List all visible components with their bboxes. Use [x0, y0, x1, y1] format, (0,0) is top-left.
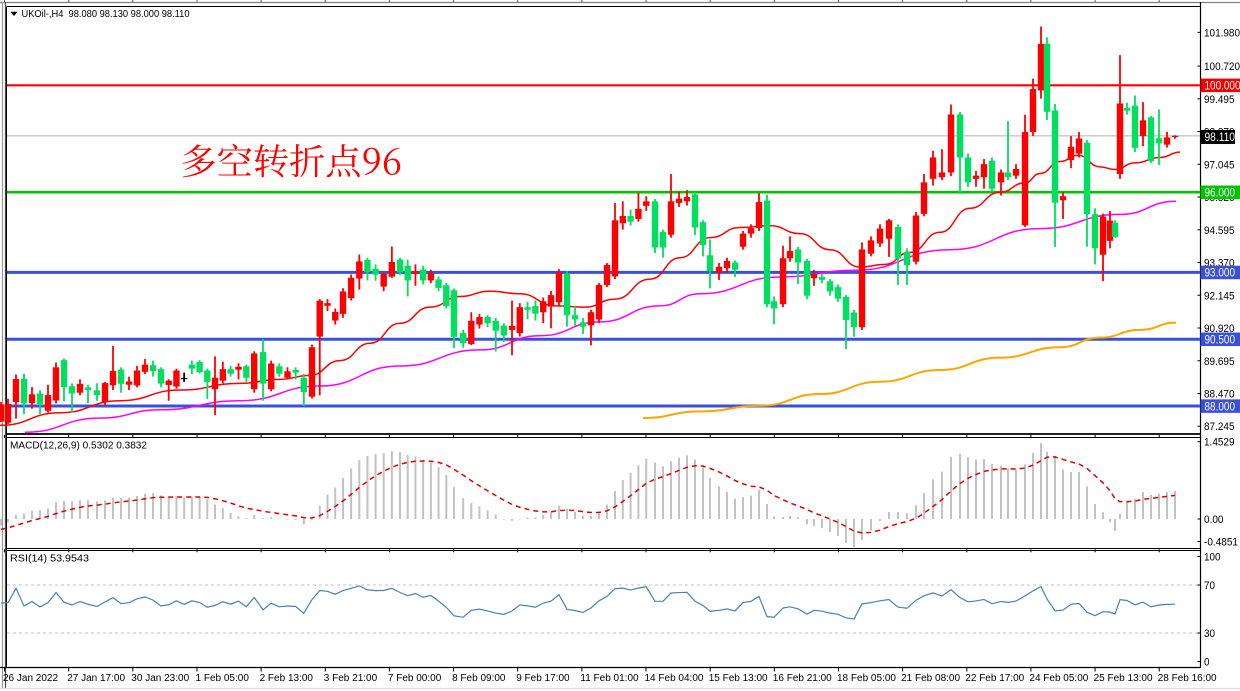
- svg-text:16 Feb 21:00: 16 Feb 21:00: [773, 673, 832, 684]
- svg-text:MACD(12,26,9) 0.5302 0.3832: MACD(12,26,9) 0.5302 0.3832: [10, 441, 147, 452]
- svg-text:94.595: 94.595: [1204, 225, 1235, 237]
- svg-text:0: 0: [1204, 657, 1210, 669]
- svg-text:1 Feb 05:00: 1 Feb 05:00: [196, 673, 250, 684]
- svg-text:87.245: 87.245: [1204, 421, 1235, 433]
- svg-text:-0.4851: -0.4851: [1204, 537, 1238, 549]
- svg-text:22 Feb 17:00: 22 Feb 17:00: [965, 673, 1024, 684]
- svg-text:30: 30: [1204, 628, 1215, 640]
- svg-text:25 Feb 13:00: 25 Feb 13:00: [1094, 673, 1153, 684]
- svg-text:97.045: 97.045: [1204, 159, 1235, 171]
- svg-text:7 Feb 00:00: 7 Feb 00:00: [388, 673, 442, 684]
- svg-text:90.920: 90.920: [1204, 323, 1235, 335]
- svg-text:27 Jan 17:00: 27 Jan 17:00: [67, 673, 125, 684]
- svg-text:15 Feb 13:00: 15 Feb 13:00: [709, 673, 768, 684]
- svg-text:RSI(14) 53.9543: RSI(14) 53.9543: [10, 554, 89, 565]
- svg-text:3 Feb 21:00: 3 Feb 21:00: [324, 673, 378, 684]
- svg-text:30 Jan 23:00: 30 Jan 23:00: [131, 673, 189, 684]
- svg-text:24 Feb 05:00: 24 Feb 05:00: [1029, 673, 1088, 684]
- svg-text:96.000: 96.000: [1205, 188, 1236, 200]
- svg-text:21 Feb 08:00: 21 Feb 08:00: [901, 673, 960, 684]
- svg-text:8 Feb 09:00: 8 Feb 09:00: [452, 673, 506, 684]
- svg-text:89.695: 89.695: [1204, 356, 1235, 368]
- svg-text:28 Feb 16:00: 28 Feb 16:00: [1158, 673, 1217, 684]
- svg-text:100.000: 100.000: [1205, 81, 1240, 93]
- svg-text:90.500: 90.500: [1205, 335, 1236, 347]
- svg-text:UKOil-,H4 98.080 98.130 98.00: UKOil-,H4 98.080 98.130 98.000 98.110: [22, 9, 190, 20]
- svg-text:101.980: 101.980: [1204, 27, 1240, 39]
- svg-text:100: 100: [1204, 552, 1221, 564]
- svg-text:93.000: 93.000: [1205, 268, 1236, 280]
- svg-text:70: 70: [1204, 580, 1215, 592]
- svg-text:88.470: 88.470: [1204, 389, 1235, 401]
- svg-text:0.00: 0.00: [1204, 514, 1224, 526]
- svg-text:11 Feb 01:00: 11 Feb 01:00: [580, 673, 639, 684]
- svg-text:99.495: 99.495: [1204, 94, 1235, 106]
- svg-text:1.4529: 1.4529: [1204, 437, 1235, 449]
- svg-text:92.145: 92.145: [1204, 290, 1235, 302]
- svg-text:98.110: 98.110: [1205, 132, 1236, 144]
- svg-text:100.720: 100.720: [1204, 61, 1240, 73]
- svg-text:88.000: 88.000: [1205, 401, 1236, 413]
- svg-text:9 Feb 17:00: 9 Feb 17:00: [516, 673, 570, 684]
- svg-text:26 Jan 2022: 26 Jan 2022: [3, 673, 58, 684]
- svg-text:14 Feb 04:00: 14 Feb 04:00: [645, 673, 704, 684]
- svg-text:18 Feb 05:00: 18 Feb 05:00: [837, 673, 896, 684]
- svg-text:2 Feb 13:00: 2 Feb 13:00: [260, 673, 314, 684]
